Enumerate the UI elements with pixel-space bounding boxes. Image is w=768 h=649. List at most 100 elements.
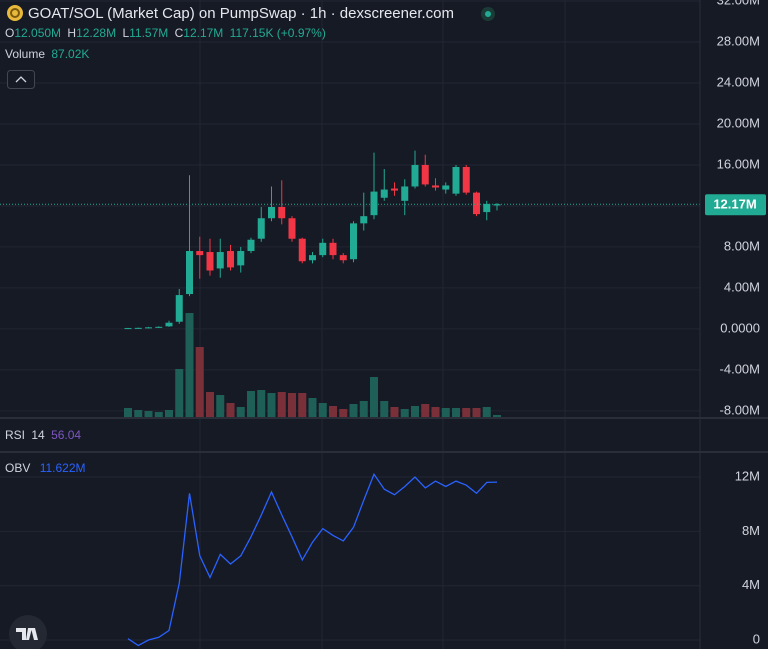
volume-bar (441, 408, 450, 417)
volume-bar (124, 408, 132, 417)
obv-legend: OBV 11.622M (5, 461, 86, 475)
ohlc-legend: O12.050M H12.28M L11.57M C12.17M 117.15K… (5, 26, 326, 40)
y-tick-label: -4.00M (720, 361, 760, 376)
plot (0, 0, 700, 647)
candle-body (309, 255, 316, 261)
volume-bar (144, 411, 153, 417)
volume-bar (226, 403, 235, 417)
y-tick-label: 12M (735, 468, 760, 483)
volume-bar (482, 407, 491, 417)
volume-bar (339, 409, 348, 417)
candle-body (421, 164, 429, 185)
y-tick-label: 0 (753, 631, 760, 646)
candle-body (411, 164, 419, 187)
rsi-legend: RSI 14 56.04 (5, 428, 81, 442)
legend-value: 12.28M (76, 26, 116, 40)
rsi-name: RSI (5, 428, 25, 442)
legend-change: 117.15K (+0.97%) (230, 26, 326, 40)
candle-body (370, 191, 378, 216)
collapse-button[interactable] (7, 70, 35, 89)
rsi-value: 56.04 (51, 428, 81, 442)
series-line (127, 472, 498, 647)
candle-body (442, 185, 450, 190)
legend-key: C (175, 26, 184, 40)
volume-bar (411, 406, 419, 417)
volume-bar (493, 414, 501, 417)
y-tick-label: 8.00M (724, 238, 760, 253)
volume-bar (452, 408, 460, 417)
volume-bar (277, 392, 286, 417)
legend-value: 12.050M (14, 26, 61, 40)
legend-key: H (67, 26, 76, 40)
y-tick-label: 20.00M (717, 115, 760, 130)
volume-bar (462, 408, 471, 417)
y-tick-label: -8.00M (720, 402, 760, 417)
volume-bar (247, 391, 255, 417)
candle-body (339, 255, 347, 261)
volume-bar (308, 398, 317, 417)
volume-value: 87.02K (51, 47, 89, 61)
volume-bar (370, 377, 378, 417)
volume-bar (400, 409, 409, 417)
candle-body (391, 188, 398, 191)
candle-body (216, 252, 224, 269)
candle-body (186, 251, 193, 295)
candle-body (165, 322, 173, 327)
y-tick-label: 32.00M (717, 0, 760, 7)
price-tag-label: 12.17M (713, 197, 756, 212)
candle-body (145, 327, 152, 329)
volume-bar (318, 403, 327, 417)
volume-legend: Volume 87.02K (5, 47, 89, 61)
volume-bar (298, 393, 307, 417)
candle-body (227, 251, 234, 268)
candle-body (360, 216, 368, 224)
candle-body (124, 328, 132, 330)
volume-bar (206, 392, 214, 417)
candle-body (237, 251, 245, 266)
obv-value: 11.622M (40, 461, 86, 475)
obv-name: OBV (5, 461, 30, 475)
symbol-title: GOAT/SOL (Market Cap) on PumpSwap · 1h ·… (28, 5, 454, 22)
candle-body (278, 206, 286, 219)
volume-bar (257, 390, 266, 417)
y-tick-label: 0.0000 (720, 320, 760, 335)
vertical-grid (199, 0, 566, 649)
candle-body (493, 204, 501, 206)
tv-logo (16, 628, 38, 640)
volume-bar (134, 410, 143, 417)
price-tag (705, 194, 766, 216)
candle-body (473, 192, 480, 215)
candle-body (350, 223, 357, 260)
volume-bar (175, 369, 184, 417)
candle-body (298, 238, 306, 262)
rsi-period: 14 (31, 428, 45, 442)
volume-bar (267, 393, 276, 417)
volume-bar (359, 401, 368, 417)
volume-bar (472, 408, 481, 417)
token-logo-mark (10, 8, 20, 18)
y-tick-label: 16.00M (717, 156, 760, 171)
volume-bar (329, 406, 337, 417)
volume-bar (421, 404, 430, 417)
candle-body (175, 295, 183, 322)
candle-body (206, 252, 214, 271)
candle-body (380, 189, 388, 198)
volume-bar (288, 393, 296, 417)
volume-bar (380, 401, 389, 417)
volume-bar (185, 313, 194, 417)
volume-bar (236, 407, 245, 417)
y-tick-label: 28.00M (717, 33, 760, 48)
legend-value: 12.17M (183, 26, 223, 40)
live-dot (485, 11, 491, 17)
collapse-icon (15, 76, 27, 83)
token-logo (7, 5, 23, 21)
volume-bar (390, 407, 399, 417)
candle-body (452, 167, 460, 194)
legend-key: L (122, 26, 129, 40)
candle-body (247, 239, 255, 252)
volume-bar (349, 404, 358, 417)
candle-body (319, 242, 327, 256)
